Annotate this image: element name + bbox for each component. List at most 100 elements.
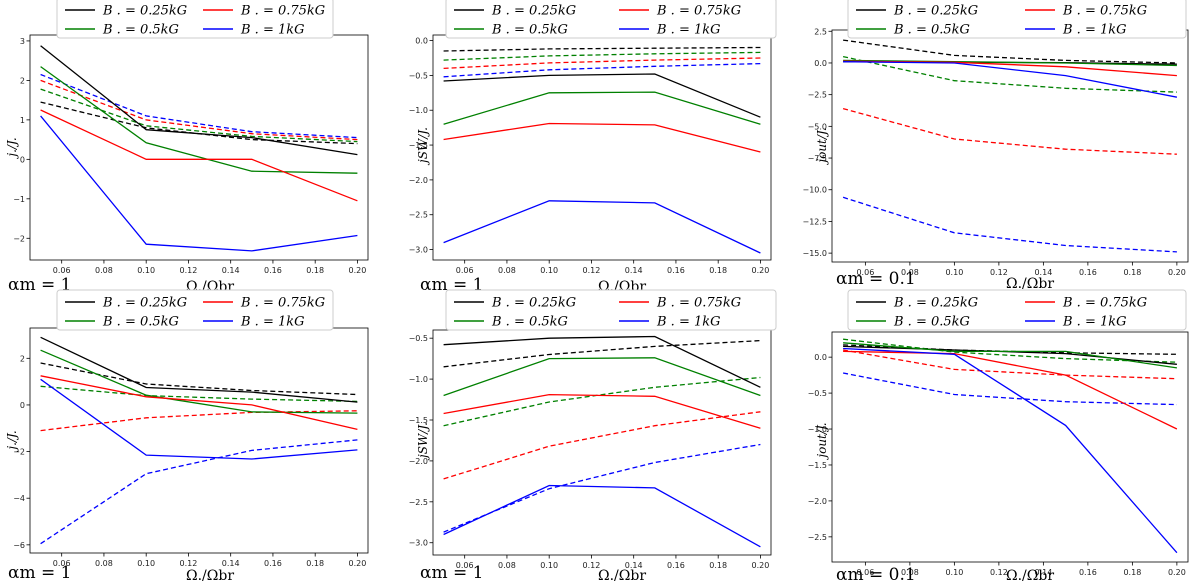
plot-frame xyxy=(29,327,369,554)
x-tick-label: 0.16 xyxy=(264,266,282,275)
y-tick-label: −15.0 xyxy=(802,249,827,258)
x-tick-label: 0.18 xyxy=(306,266,324,275)
y-tick-label: −1.0 xyxy=(409,375,428,384)
series-line-3 xyxy=(443,122,761,153)
legend-label: B . = 0.75kG xyxy=(656,4,741,19)
series-line-6 xyxy=(443,51,761,61)
x-tick-label: 0.16 xyxy=(667,561,685,570)
y-tick-label: −2.5 xyxy=(808,91,827,100)
series-line-4 xyxy=(40,115,358,252)
legend-label: B . = 1kG xyxy=(1062,315,1127,330)
y-tick-label: 2 xyxy=(20,76,25,85)
legend: B . = 0.25kG B . = 0.75kG B . = 0.5kG B . =… xyxy=(56,0,334,39)
y-tick-label: −0.5 xyxy=(808,389,827,398)
series-line-1 xyxy=(40,336,358,403)
legend-box xyxy=(445,289,777,331)
y-tick-label: 2 xyxy=(20,354,25,363)
x-tick-label: 0.18 xyxy=(709,561,727,570)
y-tick-label: −0.5 xyxy=(409,71,428,80)
legend-label: B . = 0.75kG xyxy=(240,4,325,19)
x-tick-label: 0.16 xyxy=(1079,568,1097,577)
y-tick-label: −1.5 xyxy=(409,416,428,425)
y-tick-label: 1 xyxy=(20,116,25,125)
alpha-label: αm = 0.1 xyxy=(836,269,916,289)
series-line-6 xyxy=(842,55,1177,93)
x-tick-label: 0.08 xyxy=(95,266,113,275)
legend-box xyxy=(56,0,334,39)
y-tick-label: −2 xyxy=(13,234,25,243)
y-tick-label: −3.0 xyxy=(409,246,428,255)
x-tick-label: 0.20 xyxy=(752,561,770,570)
legend-label: B . = 1kG xyxy=(656,315,721,330)
y-tick-label: 0.0 xyxy=(415,37,428,46)
legend-box xyxy=(56,289,334,331)
series-line-3 xyxy=(843,350,1178,430)
legend-label: B . = 0.5kG xyxy=(893,23,970,38)
series-line-2 xyxy=(443,91,761,125)
series-line-1 xyxy=(40,45,358,156)
legend-box xyxy=(847,0,1187,39)
series-line-2 xyxy=(40,349,358,414)
series-line-4 xyxy=(843,347,1178,554)
series-group xyxy=(443,46,761,254)
x-tick-label: 0.18 xyxy=(1123,568,1141,577)
legend-label: B . = 0.5kG xyxy=(893,315,970,330)
x-tick-label: 0.12 xyxy=(583,561,601,570)
series-line-1 xyxy=(443,335,761,388)
x-axis-label: Ω./Ωbr xyxy=(186,568,234,583)
x-tick-label: 0.06 xyxy=(856,268,874,277)
y-tick-label: −1.0 xyxy=(409,106,428,115)
y-tick-label: 0.0 xyxy=(814,59,827,68)
panel-top-middle: 0.06 0.08 0.10 0.12 0.14 0.16 0.18 0.20 0.0 −0.5 −… xyxy=(409,0,777,295)
x-tick-label: 0.14 xyxy=(1034,568,1052,577)
x-axis-label: Ω./Ωbr xyxy=(1006,276,1054,292)
series-line-8 xyxy=(443,443,761,533)
series-line-5 xyxy=(443,46,761,52)
panel-top-right: 0.06 0.08 0.10 0.12 0.14 0.16 0.18 0.20 2.5 0.0 −2… xyxy=(802,0,1189,292)
x-tick-label: 0.08 xyxy=(498,561,516,570)
series-line-3 xyxy=(40,375,358,431)
x-tick-label: 0.08 xyxy=(901,268,919,277)
x-tick-label: 0.14 xyxy=(625,266,643,275)
legend-box xyxy=(847,289,1187,331)
y-tick-label: −1.5 xyxy=(808,461,827,470)
x-axis-label: Ω./Ωbr xyxy=(598,568,646,583)
series-line-4 xyxy=(843,61,1178,98)
panel-bottom-right: 0.06 0.08 0.10 0.12 0.14 0.16 0.18 0.20 0.0 −0.5 −… xyxy=(808,289,1189,583)
series-line-6 xyxy=(40,385,358,403)
y-tick-label: −5.0 xyxy=(808,122,827,131)
series-line-3 xyxy=(40,109,358,202)
plot-frame xyxy=(432,329,772,556)
x-tick-label: 0.16 xyxy=(1079,268,1097,277)
series-group xyxy=(40,45,358,252)
legend-label: B . = 1kG xyxy=(240,315,305,330)
legend-label: B . = 0.25kG xyxy=(893,296,978,311)
x-tick-label: 0.12 xyxy=(990,268,1008,277)
legend: B . = 0.25kG B . = 0.75kG B . = 0.5kG B . =… xyxy=(445,289,777,331)
series-line-2 xyxy=(40,66,358,174)
y-axis-label: jout/J. xyxy=(815,422,829,460)
x-tick-label: 0.12 xyxy=(583,266,601,275)
y-tick-label: 0 xyxy=(20,401,25,410)
y-axis-label: jout/J. xyxy=(815,127,829,165)
y-tick-label: −10.0 xyxy=(802,186,827,195)
x-tick-label: 0.10 xyxy=(540,266,558,275)
x-tick-label: 0.10 xyxy=(137,559,155,568)
x-tick-label: 0.14 xyxy=(222,266,240,275)
y-tick-label: −2 xyxy=(13,448,25,457)
y-tick-label: −2.5 xyxy=(808,533,827,542)
legend-label: B . = 1kG xyxy=(1062,23,1127,38)
legend-label: B . = 0.25kG xyxy=(102,296,187,311)
legend-label: B . = 0.5kG xyxy=(491,23,568,38)
y-tick-label: −1.0 xyxy=(808,425,827,434)
x-tick-label: 0.12 xyxy=(180,266,198,275)
series-line-7 xyxy=(40,410,358,432)
legend-label: B . = 0.5kG xyxy=(102,315,179,330)
series-line-8 xyxy=(40,439,358,545)
series-line-5 xyxy=(40,101,358,145)
series-line-1 xyxy=(443,73,761,118)
y-tick-label: −6 xyxy=(13,541,25,550)
series-line-8 xyxy=(842,372,1177,406)
x-tick-label: 0.16 xyxy=(667,266,685,275)
